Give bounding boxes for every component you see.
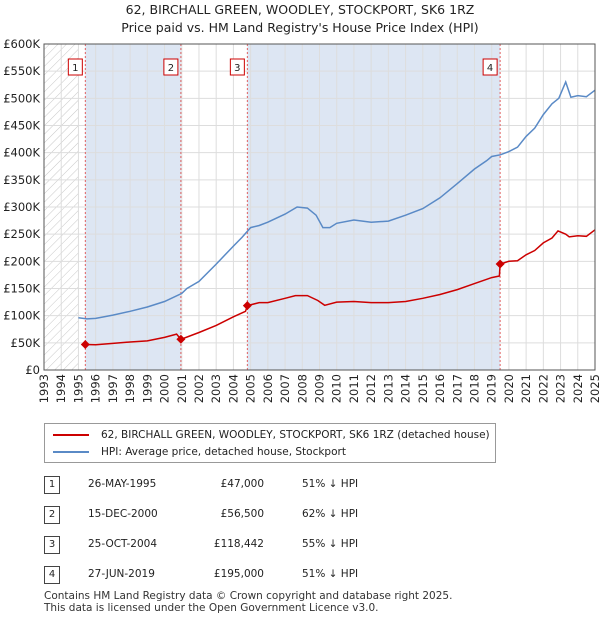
- x-tick-label: 1994: [54, 374, 68, 403]
- x-tick-label: 1993: [37, 374, 51, 403]
- sale-point: [176, 334, 186, 344]
- y-tick-label: £250K: [3, 227, 40, 241]
- x-tick-label: 2016: [433, 374, 447, 403]
- x-tick-label: 2019: [485, 374, 499, 403]
- price-chart: 1 2 3 4 £0 £50K £100K £150K £200K £250K £300K £350K…: [3, 37, 600, 403]
- sale-label: 1: [72, 63, 78, 74]
- x-tick-label: 2004: [226, 374, 240, 403]
- legend-item-hpi: HPI: Average price, detached house, Stoc…: [53, 444, 346, 460]
- y-tick-label: £100K: [3, 309, 40, 323]
- transaction-number: 1: [44, 476, 60, 494]
- x-tick-label: 2009: [313, 374, 327, 403]
- x-tick-label: 2021: [519, 374, 533, 403]
- transaction-row: 4 27-JUN-2019 £195,000 51% ↓ HPI: [44, 566, 404, 586]
- hpi-line: [78, 79, 596, 320]
- sale-point: [495, 259, 505, 269]
- sale-label-box: [163, 58, 179, 76]
- x-tick-label: 2005: [244, 374, 258, 403]
- transaction-hpi: 51% ↓ HPI: [302, 568, 359, 580]
- transaction-hpi: 55% ↓ HPI: [302, 538, 359, 550]
- transaction-price: £56,500: [220, 508, 264, 520]
- x-tick-label: 2013: [381, 374, 395, 403]
- x-tick-label: 2003: [209, 374, 223, 403]
- x-tick-label: 2010: [330, 374, 344, 403]
- legend: 62, BIRCHALL GREEN, WOODLEY, STOCKPORT, …: [44, 423, 496, 463]
- x-tick-label: 2014: [399, 374, 413, 403]
- y-tick-label: £200K: [3, 254, 40, 268]
- x-tick-label: 1996: [89, 374, 103, 403]
- sale-label: 4: [487, 63, 493, 74]
- footer-licence: This data is licensed under the Open Gov…: [44, 602, 379, 614]
- sale-point: [80, 339, 90, 349]
- sale-label-box: [229, 58, 245, 76]
- transaction-date: 15-DEC-2000: [88, 508, 158, 520]
- transaction-date: 26-MAY-1995: [88, 478, 157, 490]
- transaction-number: 4: [44, 566, 60, 584]
- chart-subtitle: Price paid vs. HM Land Registry's House …: [121, 20, 479, 35]
- transaction-hpi: 62% ↓ HPI: [302, 508, 359, 520]
- y-tick-label: £50K: [11, 336, 41, 350]
- y-tick-label: £150K: [3, 282, 40, 296]
- transaction-price: £47,000: [220, 478, 264, 490]
- footer: Contains HM Land Registry data © Crown c…: [44, 590, 452, 614]
- x-tick-label: 2012: [364, 374, 378, 403]
- sale-point: [242, 301, 252, 311]
- x-tick-label: 2002: [192, 374, 206, 403]
- legend-swatch-hpi: [53, 451, 89, 453]
- x-tick-label: 1998: [123, 374, 137, 403]
- legend-label-property: 62, BIRCHALL GREEN, WOODLEY, STOCKPORT, …: [101, 429, 490, 441]
- x-tick-label: 2023: [554, 374, 568, 403]
- x-tick-label: 2006: [261, 374, 275, 403]
- sale-label-box: [482, 58, 498, 76]
- x-tick-label: 2001: [175, 374, 189, 403]
- transaction-price: £118,442: [213, 538, 264, 550]
- transaction-date: 25-OCT-2004: [88, 538, 157, 550]
- y-tick-label: £450K: [3, 119, 40, 133]
- transaction-price: £195,000: [213, 568, 264, 580]
- y-tick-label: £550K: [3, 64, 40, 78]
- legend-item-property: 62, BIRCHALL GREEN, WOODLEY, STOCKPORT, …: [53, 427, 490, 443]
- x-tick-label: 1997: [106, 374, 120, 403]
- transaction-date: 27-JUN-2019: [88, 568, 155, 580]
- x-tick-label: 2015: [416, 374, 430, 403]
- x-tick-label: 2008: [295, 374, 309, 403]
- x-tick-label: 1999: [140, 374, 154, 403]
- sale-label: 2: [168, 63, 174, 74]
- transaction-number: 2: [44, 506, 60, 524]
- sale-label-box: [67, 58, 83, 76]
- transaction-hpi: 51% ↓ HPI: [302, 478, 359, 490]
- transaction-row: 2 15-DEC-2000 £56,500 62% ↓ HPI: [44, 506, 404, 526]
- x-tick-label: 2020: [502, 374, 516, 403]
- legend-label-hpi: HPI: Average price, detached house, Stoc…: [101, 446, 346, 458]
- plot-frame: [43, 43, 596, 371]
- transaction-row: 3 25-OCT-2004 £118,442 55% ↓ HPI: [44, 536, 404, 556]
- y-tick-label: £350K: [3, 173, 40, 187]
- x-tick-label: 2025: [588, 374, 600, 403]
- x-tick-label: 2024: [571, 374, 585, 403]
- x-tick-label: 2018: [467, 374, 481, 403]
- transaction-row: 1 26-MAY-1995 £47,000 51% ↓ HPI: [44, 476, 404, 496]
- x-tick-label: 2007: [278, 374, 292, 403]
- legend-swatch-property: [53, 434, 89, 436]
- chart-title: 62, BIRCHALL GREEN, WOODLEY, STOCKPORT, …: [125, 2, 475, 17]
- transaction-number: 3: [44, 536, 60, 554]
- x-tick-label: 2011: [347, 374, 361, 403]
- y-tick-label: £0: [25, 363, 40, 377]
- y-tick-label: £300K: [3, 200, 40, 214]
- x-tick-label: 2022: [536, 374, 550, 403]
- sale-label: 3: [234, 63, 240, 74]
- x-tick-label: 2017: [450, 374, 464, 403]
- y-tick-label: £500K: [3, 91, 40, 105]
- y-tick-label: £400K: [3, 146, 40, 160]
- x-tick-label: 1995: [71, 374, 85, 403]
- y-tick-label: £600K: [3, 37, 40, 51]
- x-tick-label: 2000: [158, 374, 172, 403]
- footer-copyright: Contains HM Land Registry data © Crown c…: [44, 590, 453, 602]
